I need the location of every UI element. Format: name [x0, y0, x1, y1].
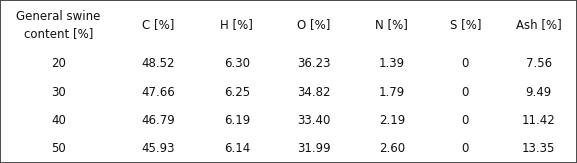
Text: 0: 0 [462, 57, 469, 70]
Text: 11.42: 11.42 [522, 114, 556, 127]
Text: N [%]: N [%] [376, 18, 409, 31]
Text: 0: 0 [462, 142, 469, 155]
Text: 31.99: 31.99 [297, 142, 330, 155]
Text: 48.52: 48.52 [142, 57, 175, 70]
Text: S [%]: S [%] [449, 18, 481, 31]
Text: 1.39: 1.39 [379, 57, 405, 70]
Text: 45.93: 45.93 [142, 142, 175, 155]
Text: 0: 0 [462, 86, 469, 99]
Text: O [%]: O [%] [297, 18, 330, 31]
Text: 20: 20 [51, 57, 66, 70]
Text: 13.35: 13.35 [522, 142, 555, 155]
Text: 47.66: 47.66 [141, 86, 175, 99]
Text: 6.19: 6.19 [224, 114, 250, 127]
Text: 6.30: 6.30 [224, 57, 250, 70]
Text: 36.23: 36.23 [297, 57, 330, 70]
Text: 7.56: 7.56 [526, 57, 552, 70]
Text: H [%]: H [%] [220, 18, 253, 31]
Text: 40: 40 [51, 114, 66, 127]
Text: General swine
content [%]: General swine content [%] [16, 10, 100, 40]
Text: 33.40: 33.40 [297, 114, 330, 127]
Text: 9.49: 9.49 [526, 86, 552, 99]
Text: 34.82: 34.82 [297, 86, 330, 99]
Text: Ash [%]: Ash [%] [516, 18, 561, 31]
Text: 1.79: 1.79 [379, 86, 405, 99]
Text: 6.14: 6.14 [224, 142, 250, 155]
Text: 2.60: 2.60 [379, 142, 405, 155]
Text: C [%]: C [%] [143, 18, 175, 31]
Text: 46.79: 46.79 [141, 114, 175, 127]
Text: 2.19: 2.19 [379, 114, 405, 127]
Text: 30: 30 [51, 86, 66, 99]
Text: 6.25: 6.25 [224, 86, 250, 99]
Text: 50: 50 [51, 142, 66, 155]
Text: 0: 0 [462, 114, 469, 127]
